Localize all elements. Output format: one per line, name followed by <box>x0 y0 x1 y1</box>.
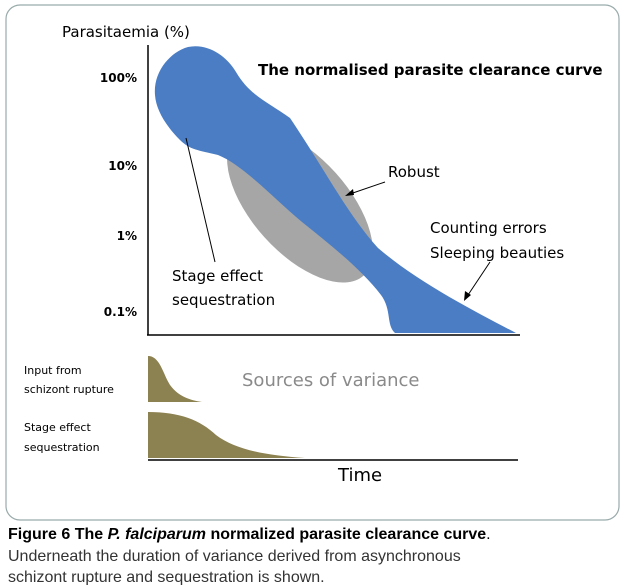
lower-labels: Input from schizont rupture Stage effect… <box>24 364 114 454</box>
annotation: Robust <box>388 163 440 181</box>
arrowhead <box>345 189 354 196</box>
caption-text: . <box>486 526 490 543</box>
annotation: Sleeping beauties <box>430 244 564 262</box>
stage-effect <box>148 412 305 458</box>
y-label: 1% <box>117 229 137 243</box>
lower-label: Stage effect <box>24 421 91 434</box>
caption-line: Underneath the duration of variance deri… <box>8 548 461 565</box>
caption-species: P. falciparum <box>108 526 206 543</box>
caption-text: normalized parasite clearance curve <box>210 526 486 543</box>
caption-label: Figure 6 <box>8 526 70 543</box>
y-labels: 100% 10% 1% 0.1% <box>100 71 137 319</box>
arrowhead <box>464 291 471 301</box>
annotation: sequestration <box>172 291 275 309</box>
pointer <box>465 261 491 299</box>
schizont-input <box>148 356 202 402</box>
frame <box>5 4 620 521</box>
title: The normalised parasite clearance curve <box>258 61 603 79</box>
annotation: Stage effect <box>172 267 263 285</box>
pointer <box>185 137 216 263</box>
sources-label: Sources of variance <box>242 370 420 391</box>
caption-text: The <box>75 526 104 543</box>
y-label: 10% <box>108 159 137 173</box>
x-axis-label: Time <box>337 465 382 486</box>
y-axis-label: Parasitaemia (%) <box>62 23 190 41</box>
clearance-curve <box>154 46 517 334</box>
caption-line: schizont rupture and sequestration is sh… <box>8 569 325 585</box>
lower-label: Input from <box>24 364 82 377</box>
lower-label: sequestration <box>24 441 100 454</box>
caption-title: Figure 6 The P. falciparum normalized pa… <box>8 526 491 543</box>
annotation: Counting errors <box>430 219 547 237</box>
lower-label: schizont rupture <box>24 383 114 396</box>
y-label: 100% <box>100 71 137 85</box>
y-label: 0.1% <box>104 305 137 319</box>
